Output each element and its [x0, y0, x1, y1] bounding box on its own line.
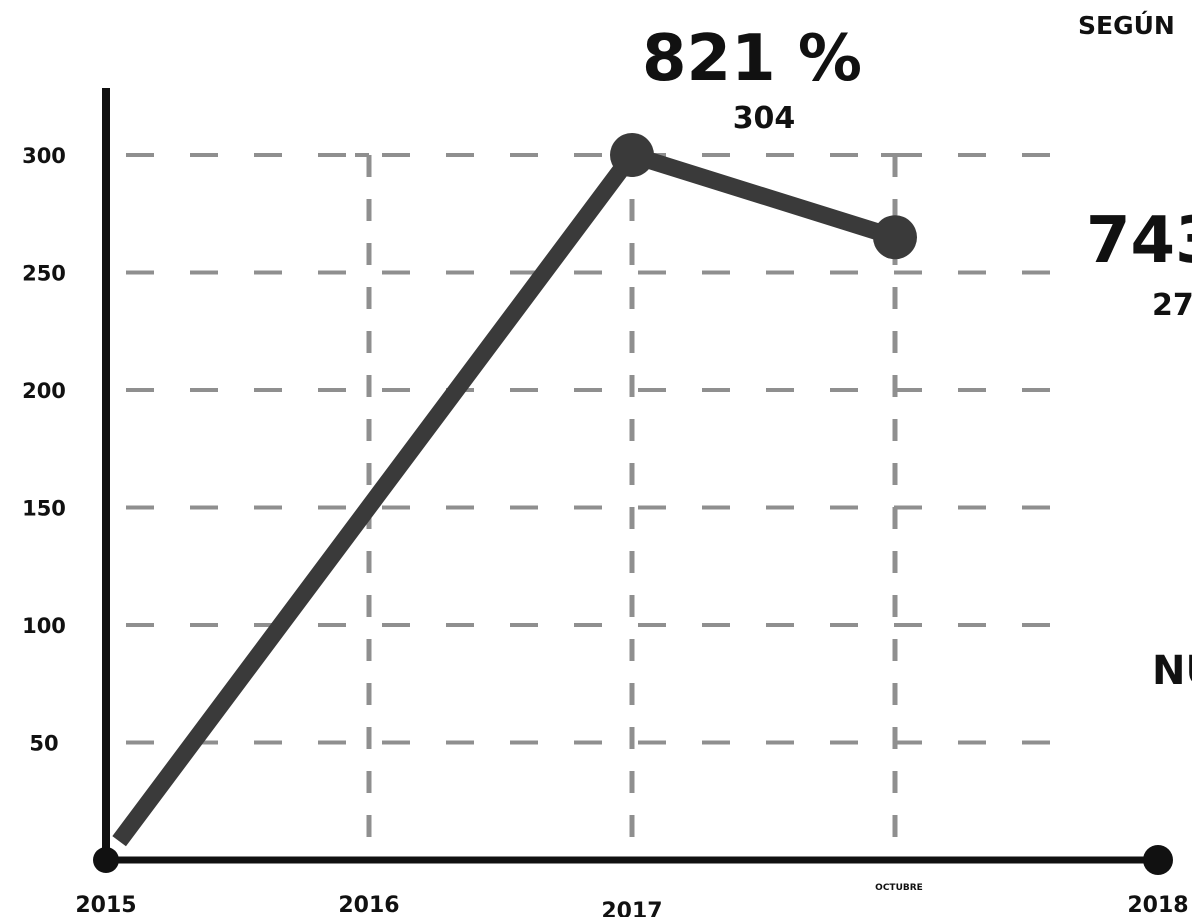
- vertical-gridlines: [355, 153, 898, 856]
- y-tick-label: 100: [22, 614, 66, 638]
- y-tick-label: 300: [22, 144, 66, 168]
- x-tick-label: 2015: [75, 893, 136, 917]
- series-line: [112, 146, 898, 847]
- x-tick-label: 2017: [601, 899, 662, 917]
- y-tick-label: 200: [22, 379, 66, 403]
- annotation-right-middle: NU: [1152, 648, 1192, 694]
- y-tick-label: 50: [29, 732, 58, 756]
- series-points: [610, 133, 917, 260]
- y-tick-labels: 300 250 200 150 100 50: [22, 144, 66, 756]
- x-tick-label: 2018: [1127, 893, 1188, 917]
- y-tick-label: 150: [22, 497, 66, 521]
- annotation-value-october: 27: [1152, 288, 1192, 323]
- annotation-value-2017: 304: [733, 101, 796, 136]
- x-tick-label: OCTUBRE: [875, 883, 923, 893]
- annotation-percent-2017: 821 %: [642, 22, 862, 96]
- annotation-top-right: SEGÚN: [1078, 10, 1175, 40]
- annotation-percent-october: 743: [1086, 204, 1192, 278]
- axis-origin-dot: [93, 847, 119, 873]
- y-tick-label: 250: [22, 262, 66, 286]
- x-tick-label: 2016: [338, 893, 399, 917]
- data-point: [610, 133, 654, 177]
- x-axis-end-dot: [1143, 845, 1173, 875]
- x-tick-labels: 2015 2016 2017 OCTUBRE 2018: [75, 883, 1188, 917]
- data-point: [873, 215, 917, 260]
